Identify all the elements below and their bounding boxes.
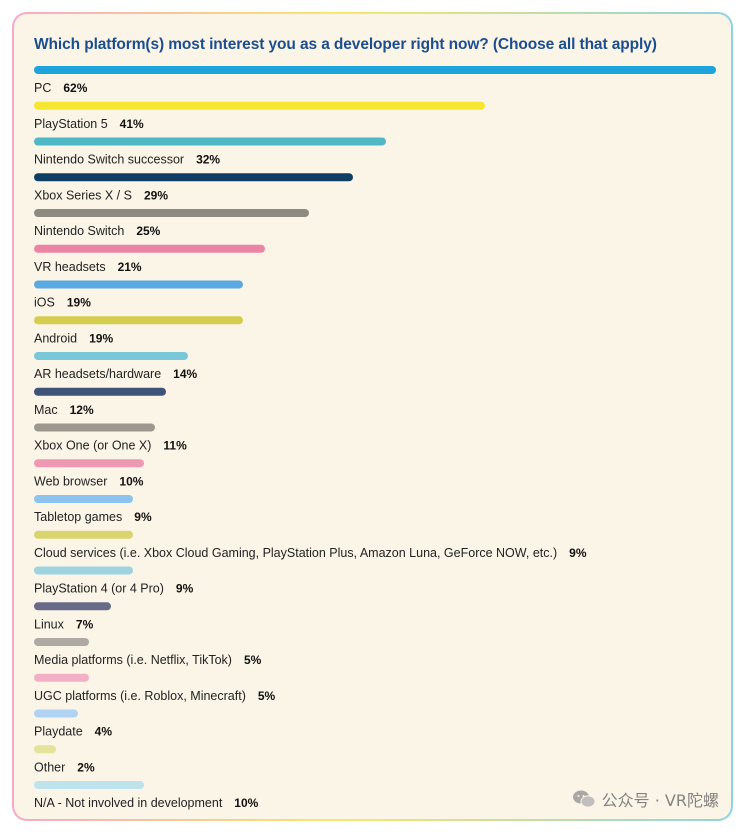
bar-label-ugc-platforms-i-e-roblox-minecraft: UGC platforms (i.e. Roblox, Minecraft)	[34, 689, 246, 703]
bar-label-media-platforms-i-e-netflix-tiktok: Media platforms (i.e. Netflix, TikTok)	[34, 653, 232, 667]
bar-label-android: Android	[34, 331, 77, 345]
value-label-pc: 62%	[63, 81, 87, 95]
bar-chart: PC 62% PlayStation 5 41% Nintendo Switch suc…	[34, 66, 716, 810]
bar-label-tabletop-games: Tabletop games	[34, 510, 122, 524]
bar-label-n-a-not-involved-in-development: N/A - Not involved in development	[34, 796, 223, 810]
value-label-playstation-4-or-4-pro: 9%	[176, 582, 194, 596]
chart-title: Which platform(s) most interest you as a…	[34, 36, 657, 53]
bar-ar-headsets-hardware	[34, 352, 188, 360]
bar-label-web-browser: Web browser	[34, 474, 107, 488]
card-border: Which platform(s) most interest you as a…	[12, 12, 733, 821]
bar-media-platforms-i-e-netflix-tiktok	[34, 638, 89, 646]
bar-label-ar-headsets-hardware: AR headsets/hardware	[34, 367, 161, 381]
bar-label-mac: Mac	[34, 403, 58, 417]
bar-label-playstation-4-or-4-pro: PlayStation 4 (or 4 Pro)	[34, 582, 164, 596]
bar-label-xbox-series-x-s: Xbox Series X / S	[34, 188, 132, 202]
value-label-xbox-series-x-s: 29%	[144, 188, 168, 202]
bar-label-cloud-services-i-e-xbox-cloud-gaming-playstation-plus-amazon-luna-geforce-now-etc: Cloud services (i.e. Xbox Cloud Gaming, …	[34, 546, 557, 560]
value-label-tabletop-games: 9%	[134, 510, 152, 524]
value-label-playstation-5: 41%	[120, 117, 144, 131]
bar-web-browser	[34, 459, 144, 468]
bar-cloud-services-i-e-xbox-cloud-gaming-playstation-plus-amazon-luna-geforce-now-etc	[34, 530, 133, 539]
bar-vr-headsets	[34, 244, 265, 253]
value-label-other: 2%	[77, 760, 95, 774]
value-label-mac: 12%	[70, 403, 94, 417]
bar-pc	[34, 66, 716, 74]
value-label-nintendo-switch: 25%	[136, 224, 160, 238]
bar-label-other: Other	[34, 760, 65, 774]
value-label-android: 19%	[89, 331, 113, 345]
bar-label-xbox-one-or-one-x: Xbox One (or One X)	[34, 439, 151, 453]
bar-playstation-4-or-4-pro	[34, 566, 133, 575]
bar-label-ios: iOS	[34, 296, 55, 310]
value-label-linux: 7%	[76, 617, 94, 631]
value-label-cloud-services-i-e-xbox-cloud-gaming-playstation-plus-amazon-luna-geforce-now-etc: 9%	[569, 546, 587, 560]
bar-label-nintendo-switch: Nintendo Switch	[34, 224, 124, 238]
bar-ios	[34, 280, 243, 289]
chart-card: Which platform(s) most interest you as a…	[14, 14, 731, 819]
bar-label-nintendo-switch-successor: Nintendo Switch successor	[34, 153, 184, 167]
value-label-ugc-platforms-i-e-roblox-minecraft: 5%	[258, 689, 276, 703]
bar-linux	[34, 602, 111, 611]
value-label-media-platforms-i-e-netflix-tiktok: 5%	[244, 653, 262, 667]
watermark: 公众号 · VR陀螺	[572, 787, 719, 811]
value-label-ios: 19%	[67, 296, 91, 310]
bar-xbox-series-x-s	[34, 173, 353, 182]
bar-label-playdate: Playdate	[34, 725, 83, 739]
value-label-ar-headsets-hardware: 14%	[173, 367, 197, 381]
bar-label-linux: Linux	[34, 617, 65, 631]
bar-n-a-not-involved-in-development	[34, 781, 144, 789]
value-label-vr-headsets: 21%	[118, 260, 142, 274]
value-label-web-browser: 10%	[119, 474, 143, 488]
bar-nintendo-switch-successor	[34, 137, 386, 146]
value-label-playdate: 4%	[95, 725, 113, 739]
bar-other	[34, 745, 56, 754]
bar-tabletop-games	[34, 495, 133, 503]
wechat-icon	[572, 790, 596, 808]
bar-android	[34, 316, 243, 325]
value-label-nintendo-switch-successor: 32%	[196, 153, 220, 167]
bar-ugc-platforms-i-e-roblox-minecraft	[34, 673, 89, 682]
bar-mac	[34, 387, 166, 396]
bar-playstation-5	[34, 101, 485, 110]
bar-xbox-one-or-one-x	[34, 423, 155, 432]
value-label-xbox-one-or-one-x: 11%	[163, 439, 187, 453]
value-label-n-a-not-involved-in-development: 10%	[234, 796, 258, 810]
bar-playdate	[34, 709, 78, 718]
bar-label-vr-headsets: VR headsets	[34, 260, 106, 274]
watermark-text: 公众号 · VR陀螺	[601, 791, 719, 810]
bar-label-pc: PC	[34, 81, 51, 95]
bar-nintendo-switch	[34, 209, 309, 217]
bar-label-playstation-5: PlayStation 5	[34, 117, 108, 131]
